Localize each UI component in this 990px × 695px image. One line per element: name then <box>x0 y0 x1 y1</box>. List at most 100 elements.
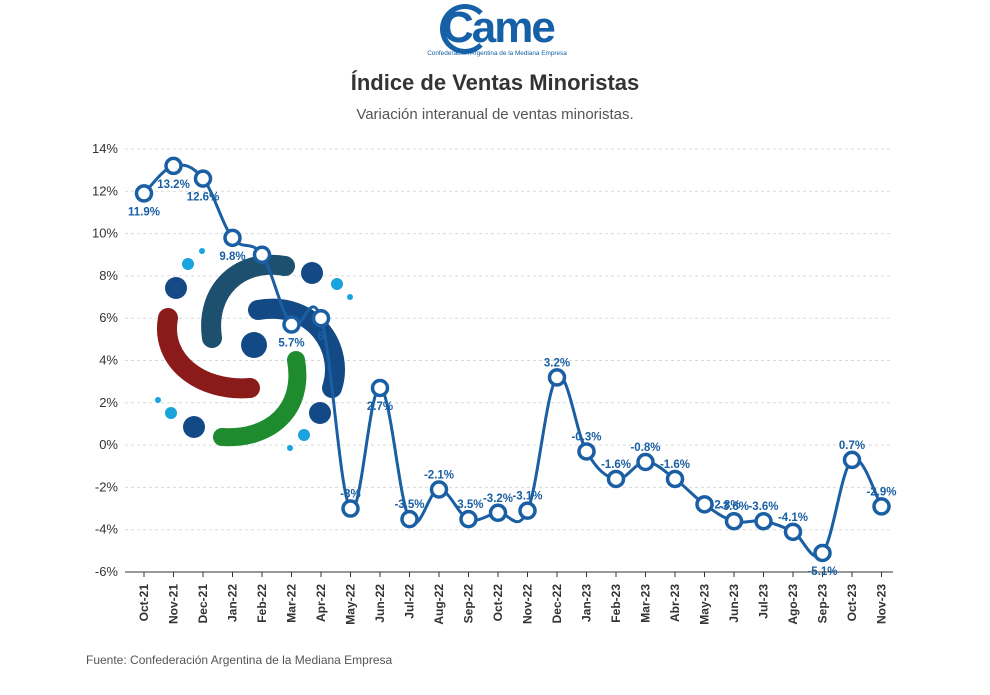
y-tick-label: 14% <box>92 141 118 156</box>
data-point-marker <box>459 509 478 529</box>
x-tick-label: Oct-21 <box>137 584 151 622</box>
data-point-marker <box>783 522 803 542</box>
x-tick-label: Abr-23 <box>668 584 682 622</box>
data-label: -3.2% <box>483 493 513 505</box>
data-label: 0.7% <box>839 440 865 452</box>
data-label: 6 <box>318 331 324 343</box>
x-tick-label: Feb-22 <box>255 584 269 623</box>
data-label: -2.8% <box>711 499 741 511</box>
data-label: -0.8% <box>630 442 660 454</box>
data-label: -3.5% <box>453 499 483 511</box>
watermark-dot <box>347 294 353 300</box>
watermark-dot <box>301 262 323 284</box>
data-point-marker <box>134 184 154 203</box>
x-tick-label: Mar-22 <box>285 584 299 623</box>
x-tick-label: May-22 <box>344 584 358 625</box>
x-tick-label: Nov-21 <box>167 584 181 624</box>
watermark-dot <box>309 402 331 424</box>
chart-subtitle: Variación interanual de ventas minorista… <box>356 106 634 123</box>
watermark-dot <box>199 248 205 254</box>
watermark-red-arc <box>157 308 260 399</box>
data-label: -2.9% <box>866 486 896 498</box>
series-layer <box>134 156 891 563</box>
x-tick-label: Jan-22 <box>226 584 240 622</box>
watermark-dot <box>165 277 187 299</box>
data-point-marker <box>695 495 714 514</box>
data-point-marker <box>164 156 183 176</box>
source-note: Fuente: Confederación Argentina de la Me… <box>86 653 393 667</box>
data-point-marker <box>341 499 360 518</box>
data-label: -3.6% <box>719 501 749 513</box>
data-label: -0.3% <box>571 431 601 443</box>
y-tick-label: 6% <box>99 310 118 325</box>
x-tick-label: Nov-23 <box>875 584 889 624</box>
data-point-marker <box>370 378 390 398</box>
watermark-dot <box>155 397 161 403</box>
x-tick-label: Feb-23 <box>609 584 623 623</box>
x-tick-label: Ago-23 <box>786 584 800 625</box>
came-logo: Came Confederación Argentina de la Media… <box>420 0 570 62</box>
x-tick-label: Sep-23 <box>816 584 830 624</box>
watermark-blue-arc <box>248 298 345 398</box>
logo-tagline: Confederación Argentina de la Mediana Em… <box>427 50 567 57</box>
data-point-marker <box>488 503 508 523</box>
data-point-marker <box>606 469 626 489</box>
data-label: 5.7% <box>278 338 304 350</box>
logo-ring-shape <box>440 4 490 54</box>
data-label: -5.1% <box>807 566 837 578</box>
data-label: -1.6% <box>601 459 631 471</box>
data-label: -3.1% <box>512 491 542 503</box>
x-tick-label: Dec-22 <box>550 584 564 624</box>
watermark-dot <box>287 445 293 451</box>
data-label: 2.7% <box>367 401 393 413</box>
data-point-marker <box>518 501 537 520</box>
data-point-marker <box>282 315 301 334</box>
data-point-marker <box>311 308 331 328</box>
watermark-green-arc <box>213 351 307 447</box>
x-tick-label: Aug-22 <box>432 584 446 625</box>
data-point-marker <box>252 245 272 264</box>
data-label: -3.6% <box>748 501 778 513</box>
y-tick-label: -2% <box>95 479 119 494</box>
label-layer: 11.9% 13.2%12.6% 9.8% 5.7% 6 -3% 2.7% -3.5% -2.1… <box>128 179 897 578</box>
x-tick-label: Jul-23 <box>757 584 771 619</box>
y-tick-label: 12% <box>92 183 118 198</box>
y-tick-label: 8% <box>99 268 118 283</box>
data-label: 13.2% <box>157 179 190 191</box>
x-tick-label: Jul-22 <box>403 584 417 619</box>
x-tick-label: Jun-22 <box>373 584 387 623</box>
data-point-marker <box>813 543 832 563</box>
data-point-marker <box>724 511 744 531</box>
watermark-center-dot <box>241 332 267 358</box>
watermark-dot <box>165 407 177 419</box>
data-label: -1.6% <box>660 459 690 471</box>
data-point-marker <box>872 497 891 516</box>
data-label: 9.8% <box>219 251 245 263</box>
x-tick-label: Jun-23 <box>727 584 741 623</box>
data-label: -4.1% <box>778 512 808 524</box>
y-tick-label: 4% <box>99 353 118 368</box>
data-label: -2.1% <box>424 470 454 482</box>
data-label: 3.2% <box>544 357 570 369</box>
data-point-marker <box>577 442 596 461</box>
logo-word: Came <box>442 3 556 52</box>
x-tick-label: Dec-21 <box>196 584 210 624</box>
axis-layer: 14% 12% 10% 8% 6% 4% 2% 0% -2% -4% -6% Oct-21 Nov-21… <box>92 141 893 625</box>
data-label: -3.5% <box>394 499 424 511</box>
x-tick-label: Sep-22 <box>462 584 476 624</box>
x-tick-label: Apr-22 <box>314 584 328 622</box>
data-label: -3% <box>340 489 360 501</box>
x-tick-label: Oct-22 <box>491 584 505 622</box>
y-tick-label: 0% <box>99 437 118 452</box>
watermark-dot <box>183 416 205 438</box>
data-point-marker <box>636 452 655 472</box>
data-point-marker <box>754 511 773 531</box>
data-point-marker <box>665 469 685 489</box>
data-label: 11.9% <box>128 206 160 218</box>
data-point-marker <box>842 450 862 470</box>
watermark-dot <box>182 258 194 270</box>
data-point-marker <box>429 480 449 499</box>
watermark-logo <box>155 248 353 451</box>
data-point-marker <box>400 509 419 529</box>
x-tick-label: Oct-23 <box>845 584 859 622</box>
